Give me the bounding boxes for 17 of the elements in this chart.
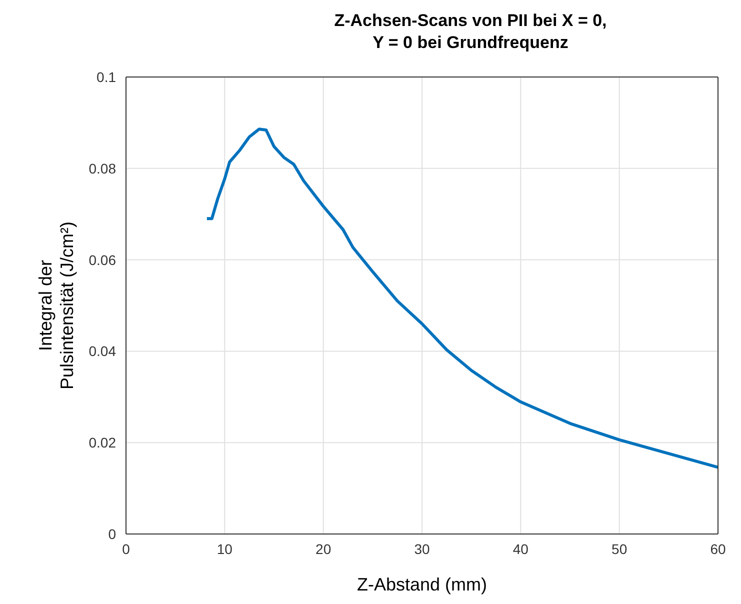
y-tick-label: 0.08 xyxy=(88,160,116,176)
x-tick-label: 10 xyxy=(216,540,233,557)
y-tick-label: 0.02 xyxy=(88,434,116,451)
x-tick-label: 50 xyxy=(612,540,628,557)
x-tick-label: 40 xyxy=(512,540,529,557)
x-tick-label: 30 xyxy=(414,540,430,557)
x-tick-label: 20 xyxy=(316,540,332,557)
y-tick-label: 0.06 xyxy=(88,252,116,268)
y-tick-label: 0.04 xyxy=(88,343,116,360)
y-tick-label: 0.1 xyxy=(96,68,116,85)
y-tick-label: 0 xyxy=(108,526,116,542)
line-series xyxy=(205,128,718,469)
chart-title: Z-Achsen-Scans von PII bei X = 0, Y = 0 bei Grundfrequenz xyxy=(333,10,608,54)
x-tick-label: 60 xyxy=(710,540,726,557)
y-axis-title: Integral der Pulsintensität (J/cm²) xyxy=(36,221,78,390)
x-axis-title: Z-Abstand (mm) xyxy=(356,574,488,594)
x-tick-label: 0 xyxy=(122,540,130,557)
